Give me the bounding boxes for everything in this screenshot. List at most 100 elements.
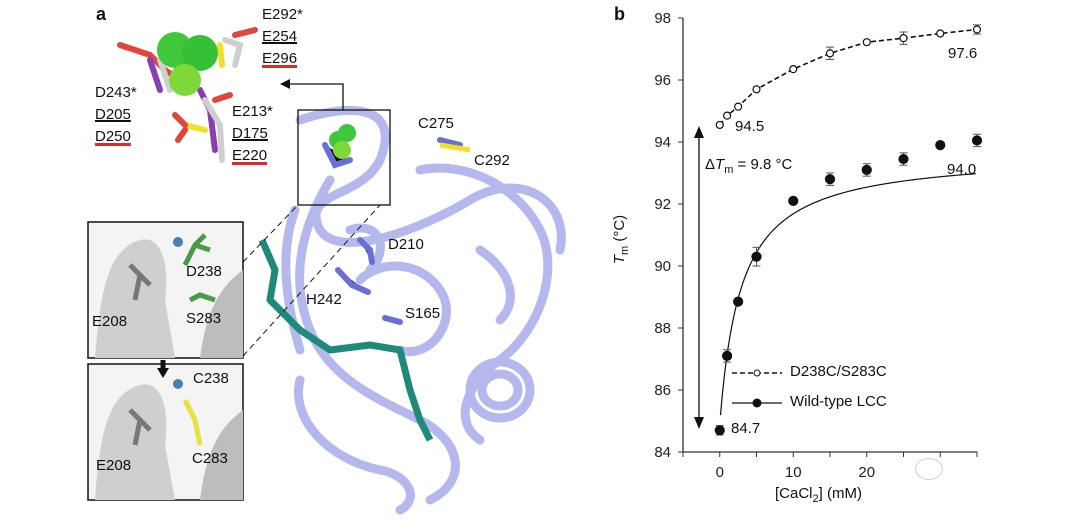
data-point-mutant <box>722 111 732 120</box>
data-point-mutant <box>972 25 982 34</box>
residue-label: D210 <box>388 236 424 253</box>
residue-label: S283 <box>186 310 222 327</box>
residue-label: E220 <box>232 147 268 164</box>
legend-label-mutant: D238C/S283C <box>790 363 887 380</box>
residue-label: E254 <box>262 28 298 45</box>
inset-wildtype <box>87 221 244 359</box>
error-bar <box>723 349 732 363</box>
delta-symbol: Δ <box>705 156 716 173</box>
residue-label: D238 <box>186 263 222 280</box>
data-point-mutant <box>825 49 835 58</box>
zoom-arrow <box>286 83 344 110</box>
protein-structure-illustration <box>87 27 566 515</box>
delta-sub: m <box>724 164 734 176</box>
data-point-wildtype <box>788 195 799 206</box>
delta-arrow-head-up <box>694 126 704 138</box>
y-tick-label: 88 <box>654 320 671 337</box>
residue-label: E213* <box>232 103 273 120</box>
x-tick-label: 0 <box>716 464 724 481</box>
data-point-wildtype <box>898 153 909 165</box>
watermark-logo <box>915 458 943 480</box>
error-bar <box>826 172 834 186</box>
substrate-stick <box>258 238 434 442</box>
y-axis-label: Tm (°C) <box>611 215 634 264</box>
residue-label: C292 <box>474 152 510 169</box>
panel-b-label: b <box>614 4 625 24</box>
x-axis-label-tail: ] (mM) <box>818 485 862 502</box>
data-point-wildtype <box>824 174 836 185</box>
data-point-mutant <box>789 65 798 74</box>
y-tick-label: 96 <box>654 72 671 89</box>
residue-label: D243* <box>95 84 137 101</box>
error-bar <box>862 163 871 177</box>
residue-label: C275 <box>418 115 454 132</box>
calcium-ion <box>338 124 356 142</box>
active-site-residues <box>322 137 463 325</box>
x-axis-label-sub: 2 <box>812 493 819 505</box>
delta-t: T <box>715 156 725 173</box>
residue-label: E208 <box>92 313 128 330</box>
legend-marker-wildtype <box>752 398 762 408</box>
delta-value: = 9.8 °C <box>733 156 793 173</box>
disulfide-bond <box>439 142 471 153</box>
data-point-wildtype <box>751 251 762 262</box>
calcium-ion <box>333 141 351 159</box>
error-bar <box>752 246 761 267</box>
zoom-region-box <box>297 109 391 206</box>
residue-label: D175 <box>232 125 268 142</box>
error-bar <box>899 31 908 45</box>
error-bar <box>826 46 834 61</box>
residue-label: E296 <box>262 50 298 67</box>
x-axis-label: [CaCl2] (mM) <box>775 485 862 508</box>
error-bar <box>973 24 981 35</box>
annotation-upper-start: 94.5 <box>735 118 765 135</box>
residue-label: D205 <box>95 106 131 123</box>
data-point-wildtype <box>733 296 744 307</box>
y-axis-label-main: T <box>611 255 629 265</box>
y-tick-label: 86 <box>654 382 671 399</box>
error-bar <box>715 425 724 436</box>
data-point-mutant <box>734 102 743 111</box>
data-point-wildtype <box>714 425 725 436</box>
calcium-site-closeup <box>117 27 258 163</box>
data-point-wildtype <box>721 350 733 361</box>
y-axis-label-sub: m <box>619 245 632 255</box>
annotation-lower-end: 94.0 <box>947 161 977 178</box>
fit-line-mutant <box>719 28 978 126</box>
residue-label: D250 <box>95 128 131 145</box>
error-bar <box>899 152 908 166</box>
inset-mutant <box>87 363 244 501</box>
panel-a-label: a <box>96 4 107 24</box>
y-axis-label-tail: (°C) <box>611 214 629 246</box>
legend-marker-mutant <box>753 369 761 377</box>
data-point-mutant <box>899 34 908 43</box>
data-point-mutant <box>862 38 871 47</box>
y-tick-label: 94 <box>654 134 671 151</box>
annotation-lower-start: 84.7 <box>731 420 761 437</box>
data-point-wildtype <box>861 164 872 175</box>
residue-label: H242 <box>306 291 342 308</box>
y-tick-label: 92 <box>654 196 671 213</box>
data-point-mutant <box>936 29 945 38</box>
residue-label: C283 <box>192 450 228 467</box>
residue-label: E208 <box>96 457 132 474</box>
x-tick-label: 20 <box>858 464 875 481</box>
delta-arrow-head-down <box>694 417 704 429</box>
data-point-wildtype <box>971 135 983 146</box>
residue-label: C238 <box>193 370 229 387</box>
error-bar <box>973 133 981 148</box>
residue-label: S165 <box>405 305 441 322</box>
legend-label-wildtype: Wild-type LCC <box>790 393 887 410</box>
annotation-upper-end: 97.6 <box>948 45 978 62</box>
inset-connector-lines <box>242 204 381 357</box>
data-point-wildtype <box>935 140 946 151</box>
y-tick-label: 84 <box>654 444 671 461</box>
data-point-mutant <box>752 85 761 94</box>
protein-cartoon <box>281 105 566 515</box>
x-tick-label: 10 <box>785 464 802 481</box>
y-tick-label: 90 <box>654 258 671 275</box>
x-axis-label-main: [CaCl <box>775 485 813 502</box>
residue-label: E292* <box>262 6 303 23</box>
delta-tm-annotation: ΔTm = 9.8 °C <box>705 156 792 179</box>
data-point-mutant <box>715 120 724 130</box>
